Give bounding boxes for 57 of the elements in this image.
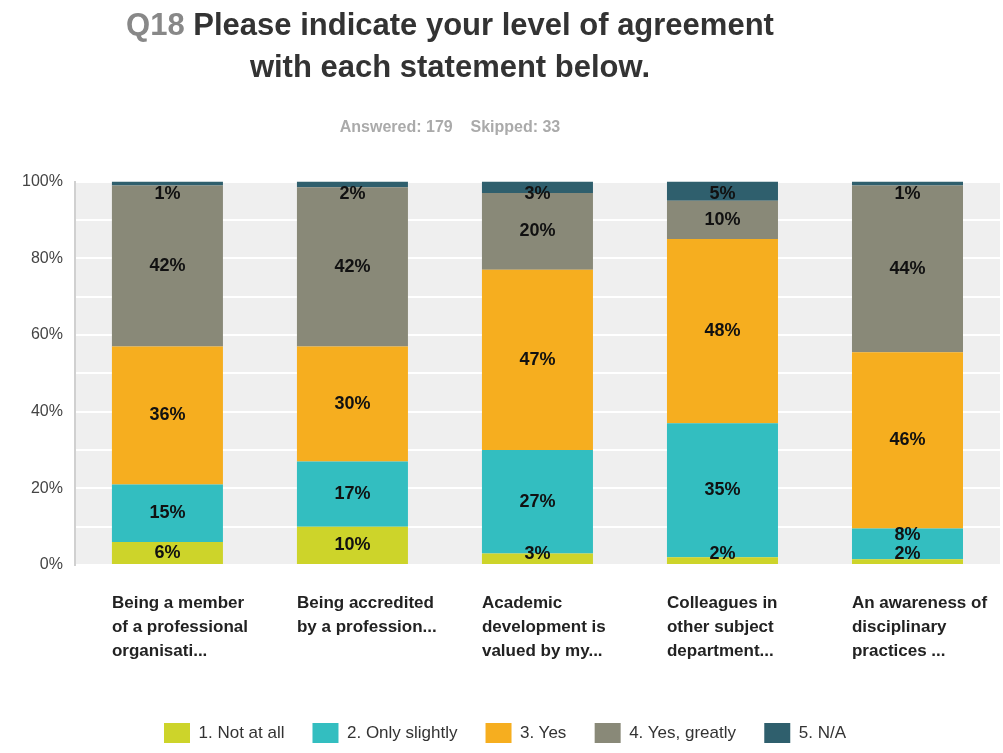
x-tick-label: An awareness of disciplinary practices ... xyxy=(851,593,988,661)
bar xyxy=(851,352,963,529)
bar xyxy=(111,346,223,485)
legend-label: 5. N/A xyxy=(798,722,847,742)
bar xyxy=(111,185,223,347)
data-label: 48% xyxy=(704,320,741,341)
bar xyxy=(666,239,778,424)
legend-label: 1. Not at all xyxy=(198,722,285,742)
y-tick-label: 40% xyxy=(30,402,63,420)
legend-label: 3. Yes xyxy=(520,722,567,742)
chart-title: Q18 Please indicate your level of agreement with each statement below. xyxy=(125,6,775,86)
y-tick-label: 20% xyxy=(30,478,63,496)
x-tick-label: Academic development is valued by my... xyxy=(481,593,606,661)
bar xyxy=(666,423,778,558)
data-label: 46% xyxy=(889,429,926,450)
bar xyxy=(851,185,963,353)
x-tick-label: Being accredited by a profession... xyxy=(296,593,437,637)
data-label: 6% xyxy=(154,541,181,562)
bar xyxy=(666,557,778,564)
y-tick-label: 0% xyxy=(39,555,63,573)
bar xyxy=(666,200,778,240)
y-tick-label: 100% xyxy=(22,172,63,190)
bar xyxy=(111,484,223,542)
data-label: 27% xyxy=(519,490,556,511)
data-label: 10% xyxy=(334,534,371,555)
bar xyxy=(111,542,223,564)
legend-label: 4. Yes, greatly xyxy=(629,722,737,742)
data-label: 15% xyxy=(149,502,186,523)
data-label: 30% xyxy=(334,392,371,413)
data-label: 17% xyxy=(334,483,371,504)
data-label: 47% xyxy=(519,348,556,369)
data-label: 1% xyxy=(894,182,921,203)
bar xyxy=(296,526,408,564)
data-label: 10% xyxy=(704,208,741,229)
data-label: 2% xyxy=(894,542,921,563)
bar xyxy=(481,269,593,450)
data-label: 44% xyxy=(889,257,926,278)
data-label: 35% xyxy=(704,479,741,500)
y-tick-label: 60% xyxy=(30,325,63,343)
y-tick-label: 80% xyxy=(30,248,63,266)
data-label: 3% xyxy=(524,182,551,203)
data-label: 36% xyxy=(149,404,186,425)
data-label: 42% xyxy=(149,254,186,275)
bar xyxy=(851,559,963,564)
data-label: 1% xyxy=(154,182,181,203)
x-tick-label: Being a member of a professional organisati... xyxy=(111,593,248,661)
data-label: 2% xyxy=(339,182,366,203)
bar xyxy=(296,187,408,347)
data-label: 20% xyxy=(519,220,556,241)
chart-subtitle: Answered: 179 Skipped: 33 xyxy=(338,118,562,136)
data-label: 5% xyxy=(709,182,736,203)
legend-label: 2. Only slightly xyxy=(346,722,459,742)
x-tick-label: Colleagues in other subject department... xyxy=(666,593,778,661)
bar xyxy=(296,346,408,462)
data-label: 8% xyxy=(894,523,921,544)
data-label: 42% xyxy=(334,255,371,276)
bar xyxy=(296,461,408,527)
